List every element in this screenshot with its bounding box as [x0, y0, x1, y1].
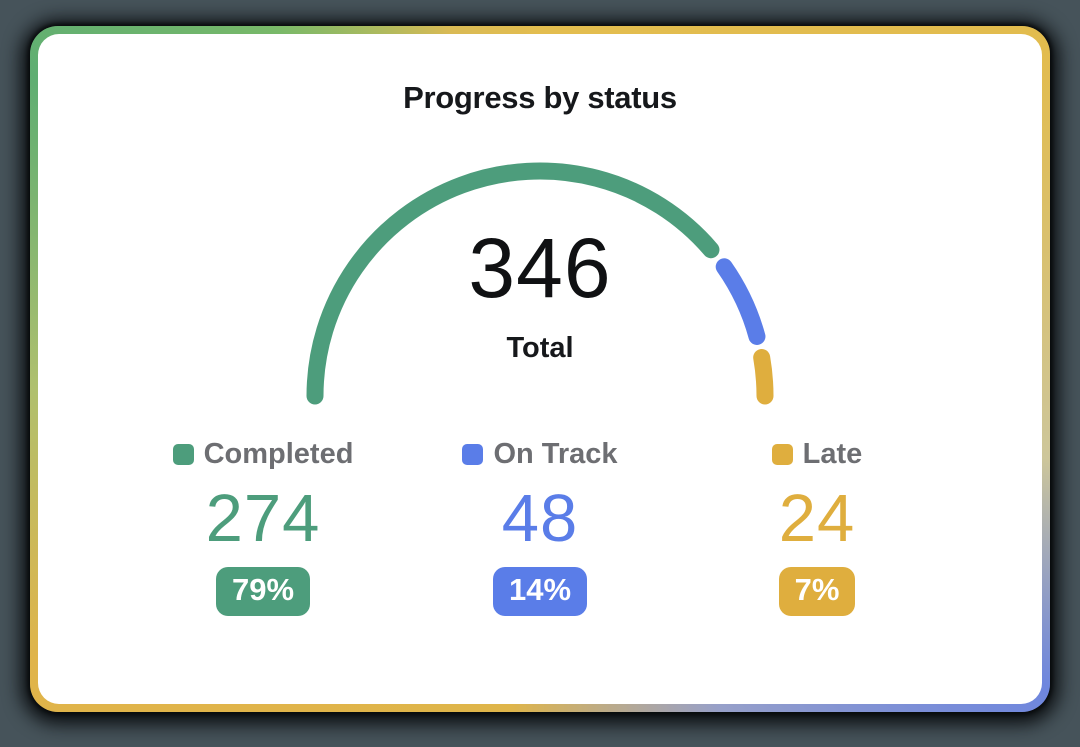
stats-row: Completed 274 79% On Track 48 14%	[132, 438, 948, 616]
card-gradient-frame: Progress by status 346 Total Completed 2…	[30, 26, 1050, 712]
stat-value-late: 24	[778, 481, 856, 556]
percent-badge-late: 7%	[778, 567, 856, 616]
page-title: Progress by status	[403, 80, 677, 115]
gauge-segment-late	[753, 349, 774, 405]
legend-label-on-track: On Track	[493, 438, 618, 470]
gauge-chart: 346 Total	[305, 160, 775, 406]
legend-item-completed[interactable]: Completed	[172, 438, 354, 471]
progress-card: Progress by status 346 Total Completed 2…	[38, 34, 1042, 704]
stat-column-on-track: On Track 48 14%	[409, 438, 671, 616]
gauge-arc	[306, 162, 774, 405]
completed-swatch-icon	[172, 444, 194, 465]
on-track-swatch-icon	[462, 444, 484, 465]
stat-value-on-track: 48	[501, 481, 579, 556]
stat-column-completed: Completed 274 79%	[132, 438, 394, 616]
gauge-segment-on-track	[715, 258, 766, 345]
legend-label-completed: Completed	[203, 438, 354, 470]
percent-badge-on-track: 14%	[492, 567, 588, 616]
stat-column-late: Late 24 7%	[686, 438, 948, 616]
late-swatch-icon	[771, 444, 793, 465]
legend-label-late: Late	[802, 438, 863, 470]
stat-value-completed: 274	[205, 481, 321, 556]
gauge-segment-completed	[306, 162, 720, 405]
percent-badge-completed: 79%	[215, 567, 311, 616]
legend-item-on-track[interactable]: On Track	[462, 438, 618, 471]
legend-item-late[interactable]: Late	[771, 438, 863, 471]
